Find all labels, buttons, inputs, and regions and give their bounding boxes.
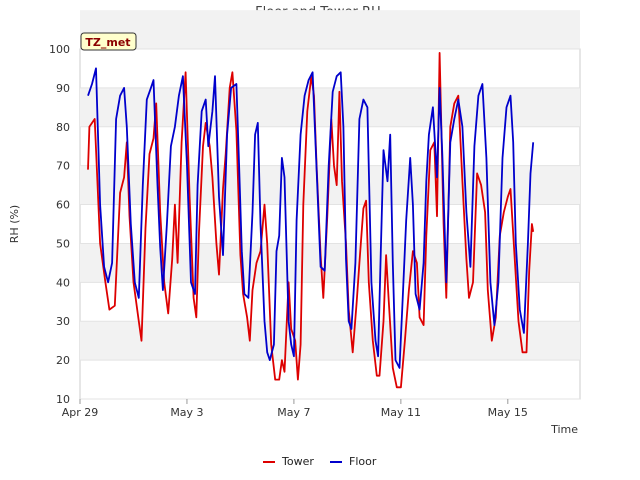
series-line-floor bbox=[87, 67, 535, 369]
legend-label-floor: Floor bbox=[349, 455, 377, 468]
x-tick-label: May 7 bbox=[277, 406, 310, 419]
y-tick-label: 80 bbox=[56, 121, 70, 134]
y-tick-label: 70 bbox=[56, 160, 70, 173]
legend: Tower Floor bbox=[263, 455, 377, 468]
grid-band bbox=[80, 243, 580, 283]
y-tick-label: 20 bbox=[56, 354, 70, 367]
y-tick-label: 10 bbox=[56, 393, 70, 406]
y-tick-label: 30 bbox=[56, 315, 70, 328]
legend-label-tower: Tower bbox=[281, 455, 314, 468]
y-tick-label: 60 bbox=[56, 199, 70, 212]
y-tick-label: 40 bbox=[56, 276, 70, 289]
grid-band bbox=[80, 10, 580, 49]
x-tick-label: May 15 bbox=[488, 406, 528, 419]
y-tick-label: 100 bbox=[49, 43, 70, 56]
x-tick-label: May 11 bbox=[381, 406, 421, 419]
station-badge-label: TZ_met bbox=[85, 36, 130, 49]
grid-band bbox=[80, 87, 580, 127]
grid-band bbox=[80, 321, 580, 361]
station-badge: TZ_met bbox=[80, 32, 137, 51]
x-tick-label: Apr 29 bbox=[62, 406, 99, 419]
x-axis-label: Time bbox=[550, 423, 578, 436]
station-badge-box bbox=[80, 32, 137, 51]
x-tick-label: May 3 bbox=[170, 406, 203, 419]
plot-area: 10 20 30 40 50 60 70 80 90 100 Apr 29 May 3 May 7 Ma… bbox=[49, 10, 581, 419]
y-axis-label: RH (%) bbox=[8, 205, 21, 243]
y-tick-label: 50 bbox=[56, 237, 70, 250]
y-tick-label: 90 bbox=[56, 82, 70, 95]
